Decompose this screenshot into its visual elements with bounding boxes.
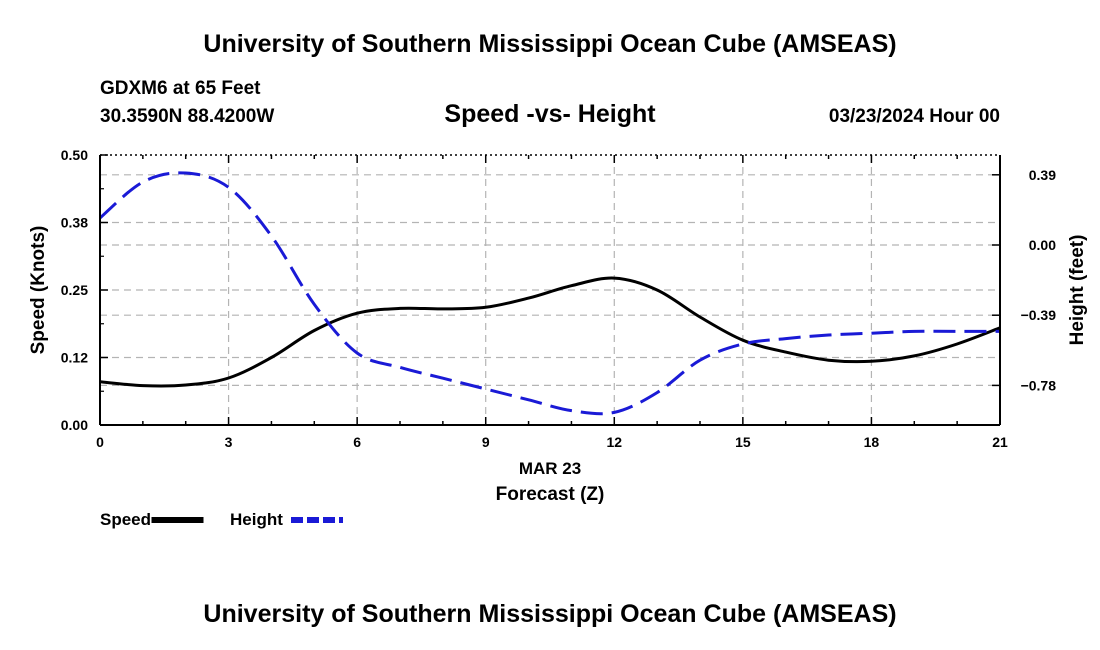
x-axis-sublabel: MAR 23 — [519, 459, 581, 478]
series-layer — [100, 171, 1000, 416]
x-tick-label: 21 — [992, 434, 1008, 450]
chart-title: Speed -vs- Height — [444, 100, 656, 128]
y-tick-label: 0.00 — [61, 417, 88, 433]
date-label: 03/23/2024 Hour 00 — [828, 106, 1000, 127]
x-tick-label: 12 — [606, 434, 622, 450]
y2-tick-label: 0.00 — [1029, 237, 1056, 253]
legend-label-height: Height — [230, 510, 283, 529]
y-axis-title: Speed (Knots) — [28, 226, 49, 355]
chart-header-title: University of Southern Mississippi Ocean… — [203, 30, 897, 58]
axis-labels: 0 3 6 9 12 15 18 21 0.00 0.12 0.25 0.38 0.50 0.39 0.00… — [28, 147, 1088, 505]
grid-lines — [100, 155, 1000, 425]
x-tick-label: 15 — [735, 434, 751, 450]
y2-tick-label: −0.78 — [1021, 377, 1057, 393]
x-tick-label: 0 — [96, 434, 104, 450]
y2-tick-label: −0.39 — [1021, 307, 1057, 323]
x-tick-label: 6 — [353, 434, 361, 450]
y2-tick-label: 0.39 — [1029, 167, 1056, 183]
y-tick-label: 0.12 — [61, 350, 88, 366]
axes — [99, 154, 1001, 426]
x-tick-label: 3 — [225, 434, 233, 450]
x-axis-title: Forecast (Z) — [496, 484, 605, 505]
station-label: GDXM6 at 65 Feet — [100, 78, 261, 99]
y-tick-label: 0.38 — [61, 215, 88, 231]
series-line-speed — [100, 276, 1000, 388]
x-tick-label: 9 — [482, 434, 490, 450]
series-line-height — [100, 171, 1000, 416]
coordinates-label: 30.3590N 88.4200W — [100, 106, 275, 127]
x-tick-label: 18 — [864, 434, 880, 450]
y-tick-label: 0.50 — [61, 147, 88, 163]
chart-footer-title: University of Southern Mississippi Ocean… — [203, 600, 897, 628]
legend-label-speed: Speed — [100, 510, 151, 529]
y-tick-label: 0.25 — [61, 282, 88, 298]
legend: Speed Height — [100, 510, 343, 529]
y2-axis-title: Height (feet) — [1067, 235, 1088, 346]
